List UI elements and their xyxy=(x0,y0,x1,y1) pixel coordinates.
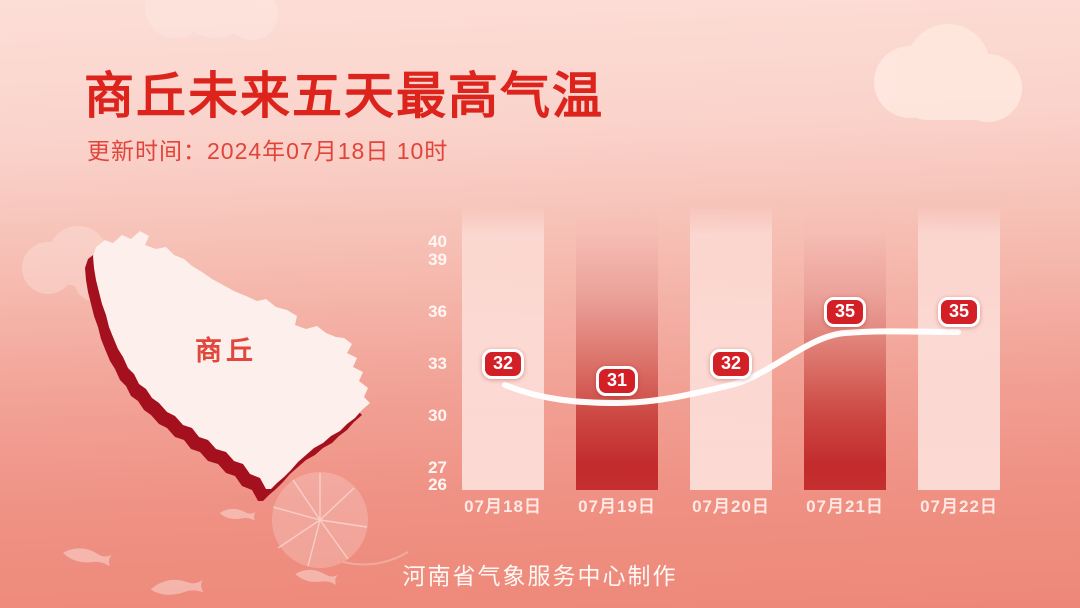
map-region-label: 商丘 xyxy=(195,336,257,366)
y-axis-tick: 27 xyxy=(428,458,447,477)
y-axis-tick: 30 xyxy=(428,406,447,425)
bar-07-19 xyxy=(576,206,658,490)
x-axis-label: 07月20日 xyxy=(692,497,770,516)
value-badge: 32 xyxy=(709,349,753,379)
x-axis-label: 07月21日 xyxy=(806,497,884,516)
x-axis-label: 07月18日 xyxy=(464,497,542,516)
page-title: 商丘未来五天最高气温 xyxy=(84,68,604,124)
bar-07-21 xyxy=(804,206,886,490)
credit-text: 河南省气象服务中心制作 xyxy=(402,563,678,589)
value-badge: 31 xyxy=(595,366,639,396)
x-axis-label: 07月22日 xyxy=(920,497,998,516)
bar-07-22 xyxy=(918,206,1000,490)
map-region xyxy=(93,231,370,489)
y-axis-tick: 33 xyxy=(428,354,447,373)
bar-07-20 xyxy=(690,206,772,490)
value-badge: 32 xyxy=(481,349,525,379)
y-axis-tick: 26 xyxy=(428,475,447,494)
update-time: 更新时间：2024年07月18日 10时 xyxy=(87,138,449,164)
y-axis-tick: 39 xyxy=(428,250,447,269)
value-badge: 35 xyxy=(937,297,981,327)
y-axis-tick: 40 xyxy=(428,232,447,251)
bar-07-18 xyxy=(462,206,544,490)
y-axis-tick: 36 xyxy=(428,302,447,321)
value-badge: 35 xyxy=(823,297,867,327)
x-axis-label: 07月19日 xyxy=(578,497,656,516)
shangqiu-map xyxy=(85,231,370,501)
